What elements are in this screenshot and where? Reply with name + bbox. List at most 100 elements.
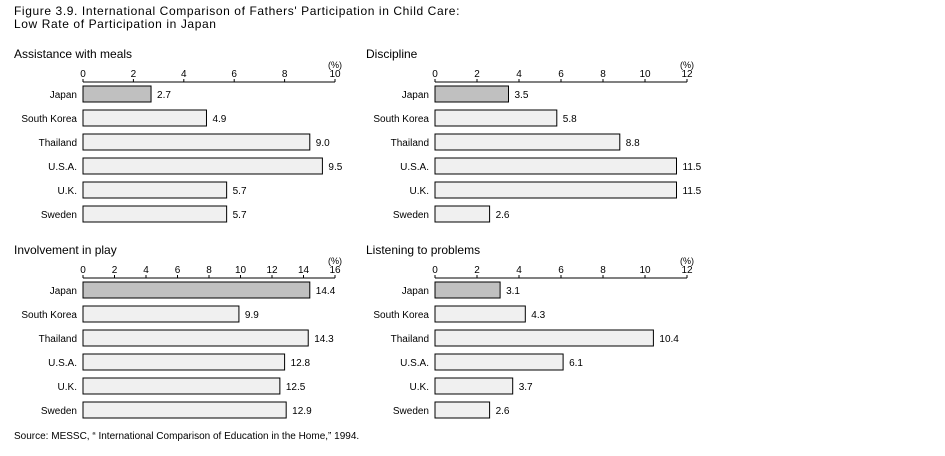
tick-label: 10	[235, 265, 247, 276]
category-label: Thailand	[39, 334, 77, 345]
tick-label: 6	[558, 69, 564, 80]
unit-label: (%)	[680, 256, 694, 266]
value-label: 2.6	[496, 210, 510, 221]
category-label: South Korea	[21, 310, 77, 321]
tick-label: 10	[329, 69, 341, 80]
value-label: 3.1	[506, 286, 520, 297]
bar	[434, 109, 558, 127]
tick-label: 4	[143, 265, 149, 276]
tick-label: 6	[558, 265, 564, 276]
category-label: Japan	[402, 286, 429, 297]
tick-label: 12	[681, 69, 693, 80]
source-note: Source: MESSC, “ International Compariso…	[14, 431, 360, 442]
tick-label: 16	[329, 265, 341, 276]
category-label: South Korea	[373, 114, 429, 125]
category-label: U.K.	[410, 382, 429, 393]
category-label: Japan	[50, 90, 77, 101]
bar	[434, 401, 491, 419]
bar	[434, 281, 501, 299]
tick-label: 0	[432, 265, 438, 276]
value-label: 12.9	[292, 406, 312, 417]
bar	[82, 181, 228, 199]
category-label: Japan	[50, 286, 77, 297]
bar	[82, 205, 228, 223]
tick-label: 10	[639, 265, 651, 276]
category-label: Thailand	[39, 138, 77, 149]
category-label: Sweden	[41, 210, 77, 221]
bar	[82, 305, 240, 323]
value-label: 5.7	[233, 210, 247, 221]
bar	[434, 181, 677, 199]
value-label: 9.5	[328, 162, 342, 173]
bar	[434, 377, 514, 395]
category-label: U.K.	[58, 186, 77, 197]
chart-discipline: Discipline (%) 0 2 4 6 8 10 12 Japan 3.5 South Kore…	[366, 47, 702, 223]
category-label: U.S.A.	[48, 162, 77, 173]
tick-label: 0	[80, 69, 86, 80]
value-label: 4.9	[212, 114, 226, 125]
tick-label: 6	[231, 69, 237, 80]
tick-label: 2	[474, 69, 480, 80]
category-label: U.S.A.	[48, 358, 77, 369]
value-label: 9.9	[245, 310, 259, 321]
category-label: South Korea	[373, 310, 429, 321]
tick-label: 0	[80, 265, 86, 276]
value-label: 4.3	[531, 310, 545, 321]
tick-label: 8	[600, 265, 606, 276]
tick-label: 8	[206, 265, 212, 276]
value-label: 2.7	[157, 90, 171, 101]
unit-label: (%)	[328, 256, 342, 266]
bar	[82, 109, 207, 127]
tick-label: 2	[112, 265, 118, 276]
bar	[434, 133, 621, 151]
value-label: 8.8	[626, 138, 640, 149]
category-label: U.K.	[410, 186, 429, 197]
tick-label: 0	[432, 69, 438, 80]
category-label: Sweden	[393, 210, 429, 221]
tick-label: 14	[298, 265, 310, 276]
figure-title-line-1: Figure 3.9. International Comparison of …	[14, 4, 461, 18]
category-label: Thailand	[391, 138, 429, 149]
bar	[434, 329, 654, 347]
bar	[434, 157, 677, 175]
tick-label: 12	[266, 265, 278, 276]
tick-label: 4	[181, 69, 187, 80]
tick-label: 10	[639, 69, 651, 80]
value-label: 11.5	[683, 186, 702, 197]
category-label: Japan	[402, 90, 429, 101]
tick-label: 6	[175, 265, 181, 276]
category-label: Thailand	[391, 334, 429, 345]
tick-label: 4	[516, 265, 522, 276]
category-label: U.S.A.	[400, 162, 429, 173]
unit-label: (%)	[680, 60, 694, 70]
panel-title: Listening to problems	[366, 243, 480, 257]
chart-involvement-in-play: Involvement in play (%) 0 2 4 6 8 10 12 14 16 Japan…	[14, 243, 342, 419]
value-label: 3.5	[515, 90, 529, 101]
bar	[82, 157, 323, 175]
value-label: 10.4	[659, 334, 679, 345]
figure-title-line-2: Low Rate of Participation in Japan	[14, 17, 217, 31]
category-label: South Korea	[21, 114, 77, 125]
panel-title: Assistance with meals	[14, 47, 132, 61]
figure-title: Figure 3.9. International Comparison of …	[14, 5, 460, 31]
value-label: 14.3	[314, 334, 334, 345]
tick-label: 8	[600, 69, 606, 80]
category-label: U.K.	[58, 382, 77, 393]
value-label: 2.6	[496, 406, 510, 417]
panel-title: Discipline	[366, 47, 418, 61]
value-label: 14.4	[316, 286, 336, 297]
unit-label: (%)	[328, 60, 342, 70]
tick-label: 12	[681, 265, 693, 276]
bar	[82, 85, 152, 103]
bar	[434, 353, 564, 371]
value-label: 11.5	[683, 162, 702, 173]
value-label: 6.1	[569, 358, 583, 369]
tick-label: 4	[516, 69, 522, 80]
category-label: U.S.A.	[400, 358, 429, 369]
chart-assistance-with-meals: Assistance with meals (%) 0 2 4 6 8 10 Japan 2.7 S…	[14, 47, 343, 223]
tick-label: 2	[474, 265, 480, 276]
bar	[82, 401, 287, 419]
bar	[82, 353, 286, 371]
panel-title: Involvement in play	[14, 243, 117, 257]
bar	[82, 377, 281, 395]
